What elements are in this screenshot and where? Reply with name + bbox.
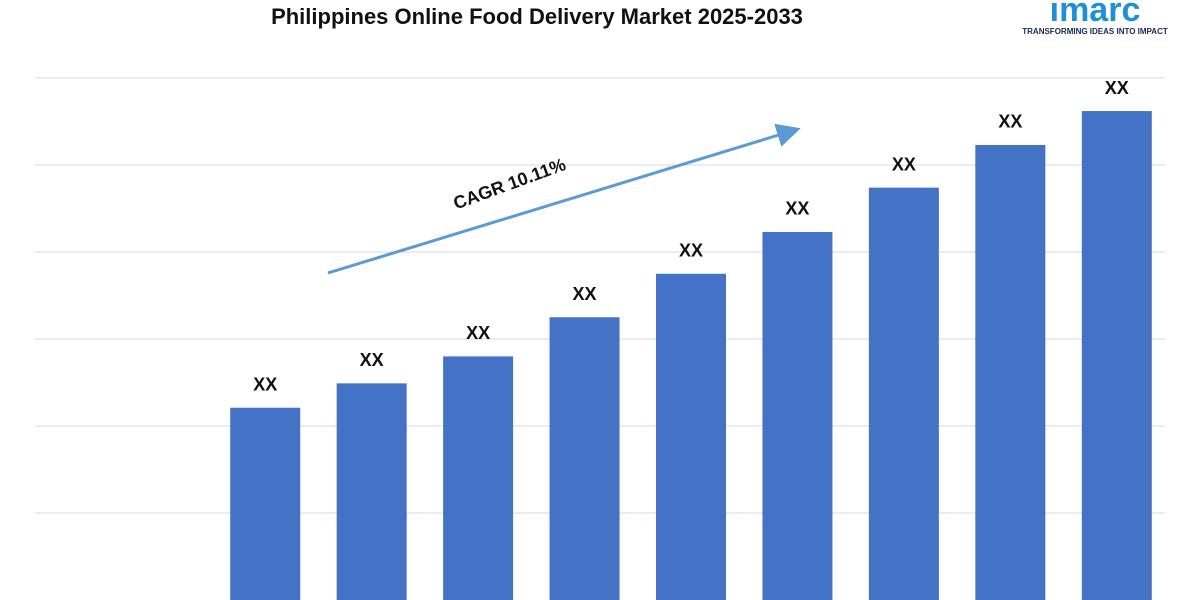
logo-tagline: TRANSFORMING IDEAS INTO IMPACT	[1022, 27, 1168, 36]
logo: imarc	[1050, 0, 1141, 29]
value-label: XX	[573, 284, 597, 304]
value-label: XX	[785, 199, 809, 219]
trend-arrow	[327, 123, 801, 275]
bar	[443, 356, 514, 600]
bar	[868, 187, 939, 600]
bar	[1081, 111, 1152, 600]
value-label: XX	[998, 112, 1022, 132]
value-label: XX	[1105, 78, 1129, 98]
value-label: XX	[466, 323, 490, 343]
bar	[549, 317, 620, 600]
value-label: XX	[360, 350, 384, 370]
bar	[230, 407, 301, 600]
value-label: XX	[679, 241, 703, 261]
bar	[975, 144, 1046, 600]
value-label: XX	[892, 154, 916, 174]
bar	[336, 383, 407, 600]
bar	[762, 231, 833, 600]
bar	[656, 273, 726, 600]
value-label: XX	[253, 374, 277, 394]
chart-title: Philippines Online Food Delivery Market …	[271, 4, 803, 29]
